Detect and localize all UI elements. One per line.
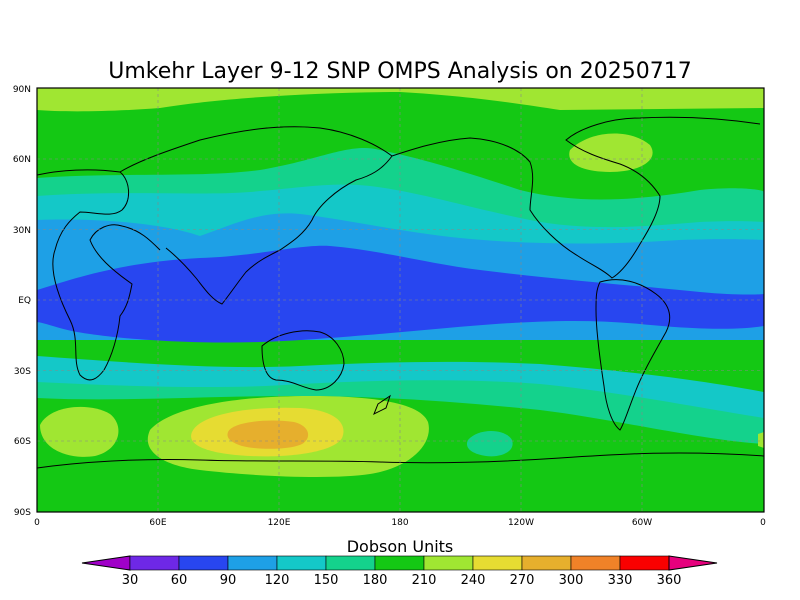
coastlines	[37, 116, 764, 469]
lon-label: 60E	[149, 518, 166, 528]
lat-axis: 90N 60N 30N EQ 30S 60S 90S	[13, 85, 31, 518]
colorbar-tick-label: 240	[461, 573, 486, 588]
lon-label: 120W	[508, 518, 534, 528]
field-band-210-240-north	[37, 88, 764, 112]
colorbar-cells	[81, 555, 718, 571]
colorbar-cell	[423, 555, 474, 571]
lat-label: 90N	[13, 85, 31, 95]
lat-label: EQ	[18, 296, 31, 306]
field-band-150-180-patch	[466, 431, 513, 457]
colorbar-tick-label: 120	[265, 573, 290, 588]
colorbar-tick-label: 30	[122, 573, 139, 588]
lat-label: 30S	[14, 367, 31, 377]
map-panel: 90N 60N 30N EQ 30S 60S 90S 0 60E 120E 18…	[13, 85, 766, 528]
coastline-north-america	[391, 116, 761, 279]
colorbar-cell	[570, 555, 621, 571]
coastline-australia	[261, 330, 345, 391]
colorbar-tick-label: 360	[657, 573, 682, 588]
colorbar-tick-label: 180	[363, 573, 388, 588]
figure-title: Umkehr Layer 9-12 SNP OMPS Analysis on 2…	[108, 59, 691, 84]
colorbar-tick-label: 270	[510, 573, 535, 588]
lat-label: 90S	[14, 508, 31, 518]
colorbar-cell	[178, 555, 229, 571]
colorbar-cell	[325, 555, 376, 571]
colorbar-arrow-high	[668, 555, 718, 571]
colorbar-cell	[472, 555, 523, 571]
colorbar-tick-label: 330	[608, 573, 633, 588]
colorbar-tick-label: 210	[412, 573, 437, 588]
colorbar-cell	[619, 555, 670, 571]
field-band-210-240-arctic-canada	[569, 133, 653, 172]
lat-label: 60S	[14, 437, 31, 447]
colorbar-ticks: 30 60 90 120 150 180 210 240 270 300 330 360	[122, 573, 682, 588]
coastline-africa-europe	[37, 169, 161, 381]
lat-label: 60N	[13, 155, 31, 165]
lat-label: 30N	[13, 226, 31, 236]
gridlines	[37, 88, 764, 512]
field-band-60-90-equatorial	[37, 245, 764, 343]
field-band-210-240-south-atlantic	[40, 406, 119, 457]
lon-label: 180	[391, 518, 408, 528]
map-frame	[36, 87, 765, 513]
lon-label: 0	[34, 518, 40, 528]
lon-axis: 0 60E 120E 180 120W 60W 0	[34, 518, 766, 528]
coastline-new-zealand	[373, 394, 391, 416]
field-band-270-300	[227, 420, 309, 449]
coastline-antarctica	[37, 452, 764, 469]
colorbar: Dobson Units 30 60 90 120 150 180 210 240 270 300…	[81, 537, 718, 588]
coastline-south-america	[595, 279, 671, 431]
colorbar-tick-label: 60	[171, 573, 188, 588]
coastline-asia	[119, 126, 393, 305]
lon-label: 0	[760, 518, 766, 528]
colorbar-cell	[129, 555, 180, 571]
colorbar-arrow-low	[81, 555, 131, 571]
colorbar-tick-label: 300	[559, 573, 584, 588]
field-band-210-240-edge	[758, 432, 764, 448]
lon-label: 60W	[632, 518, 652, 528]
colorbar-tick-label: 90	[220, 573, 237, 588]
colorbar-cell	[374, 555, 425, 571]
colorbar-title: Dobson Units	[347, 537, 454, 556]
colorbar-cell	[276, 555, 327, 571]
lon-label: 120E	[268, 518, 291, 528]
colorbar-tick-label: 150	[314, 573, 339, 588]
colorbar-cell	[227, 555, 278, 571]
colorbar-cell	[521, 555, 572, 571]
